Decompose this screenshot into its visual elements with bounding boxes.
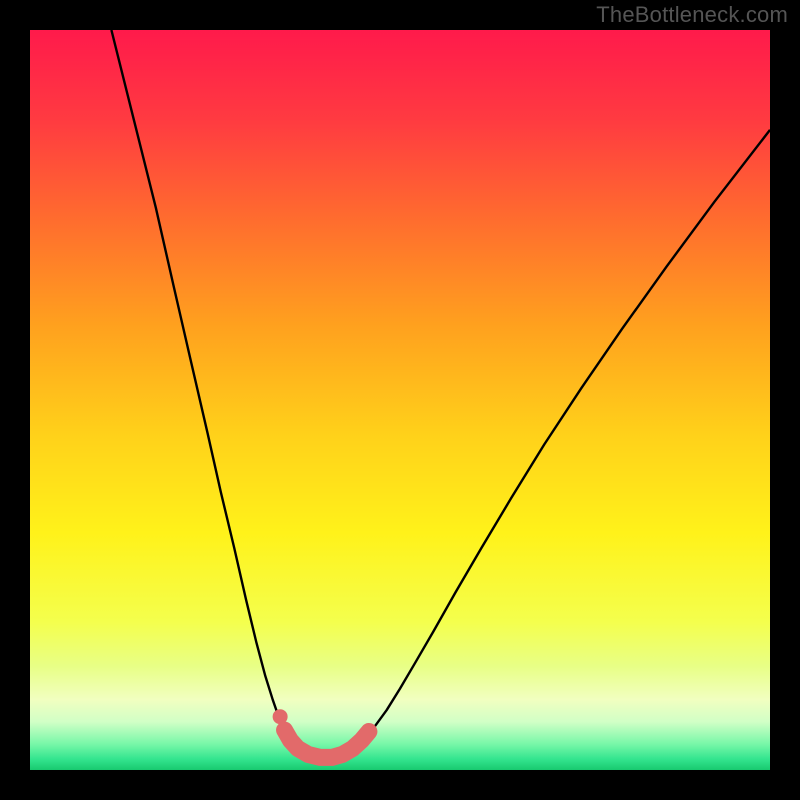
- gradient-background: [30, 30, 770, 770]
- highlight-dot: [273, 709, 288, 724]
- chart-svg: [0, 0, 800, 800]
- watermark-text: TheBottleneck.com: [596, 0, 788, 28]
- chart-stage: TheBottleneck.com: [0, 0, 800, 800]
